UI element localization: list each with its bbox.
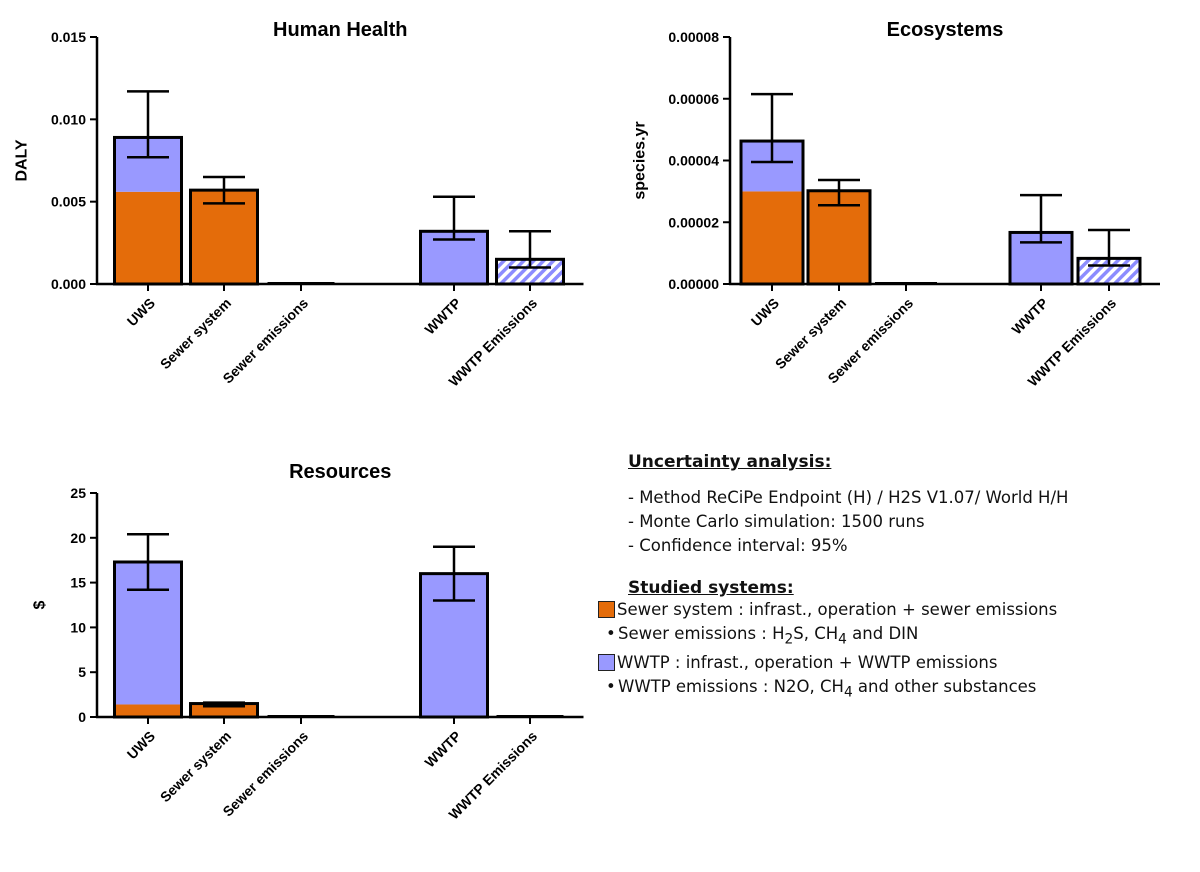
chart-title: Human Health [273,19,407,41]
y-tick-label: 25 [70,485,86,501]
sewer-emissions-mid: S, CH [793,624,839,643]
y-tick-label: 5 [78,664,86,680]
uncertainty-runs: - Monte Carlo simulation: 1500 runs [628,512,925,531]
legend-sewer-emissions: • Sewer emissions : H2S, CH4 and DIN [606,622,1188,651]
y-tick-label: 15 [70,575,86,591]
y-tick-label: 0.00000 [668,276,719,292]
sewer-emissions-sub2: 4 [838,631,847,648]
x-tick-label-sewer-system: Sewer system [157,295,234,372]
uncertainty-method: - Method ReCiPe Endpoint (H) / H2S V1.07… [628,488,1069,507]
y-tick-label: 0 [78,709,86,725]
legend-sewer-system-label: Sewer system : infrast., operation + sew… [617,600,1058,619]
wwtp-emissions-pre: WWTP emissions : N2O, CH [618,677,844,697]
x-tick-label-uws: UWS [124,295,158,329]
chart-title: Resources [289,461,391,483]
legend-sewer-system: Sewer system : infrast., operation + sew… [598,598,1188,622]
wwtp-swatch [598,654,615,672]
sewer-emissions-pre: Sewer emissions : H [618,624,785,643]
sewer-emissions-sub1: 2 [784,631,794,648]
y-tick-label: 20 [70,530,86,546]
y-axis-title: DALY [14,139,31,181]
bullet-icon: • [606,677,616,697]
chart-title: Ecosystems [887,19,1004,41]
sewer-emissions-post: and DIN [846,624,919,643]
wwtp-emissions-sub1: 4 [843,684,853,701]
y-tick-label: 0.000 [51,276,86,292]
legend-wwtp-label: WWTP : infrast., operation + WWTP emissi… [617,653,998,673]
x-tick-label-wwtp: WWTP [421,728,464,771]
y-axis-title: $ [32,600,49,609]
x-tick-label-uws: UWS [124,728,158,762]
y-tick-label: 0.015 [51,29,86,45]
uncertainty-confidence: - Confidence interval: 95% [628,536,848,555]
x-tick-label-sewer-system: Sewer system [772,295,849,372]
bar-segment [190,190,258,284]
x-tick-label-wwtp: WWTP [421,295,464,338]
bullet-icon: • [606,624,616,643]
x-tick-label-wwtp: WWTP [1008,295,1051,338]
y-tick-label: 0.00004 [668,153,719,169]
legend-wwtp-emissions: • WWTP emissions : N2O, CH4 and other sub… [606,675,1188,704]
y-tick-label: 0.00006 [668,91,719,107]
y-tick-label: 0.005 [51,194,86,210]
y-tick-label: 0.010 [51,111,86,127]
x-tick-label-sewer-emissions: Sewer emissions [219,295,311,387]
sewer-swatch [598,601,615,618]
info-panel: Uncertainty analysis: - Method ReCiPe En… [598,452,1188,705]
uncertainty-heading: Uncertainty analysis: [628,452,832,472]
y-tick-label: 0.00008 [668,29,719,45]
x-tick-label-uws: UWS [748,295,782,329]
wwtp-emissions-post: and other substances [852,677,1037,697]
y-tick-label: 0.00002 [668,214,719,230]
bar-segment [114,191,182,284]
x-tick-label-sewer-system: Sewer system [157,728,234,805]
legend-wwtp: WWTP : infrast., operation + WWTP emissi… [598,651,1188,675]
bar-segment [114,704,182,717]
y-tick-label: 10 [70,619,86,635]
x-tick-label-sewer-emissions: Sewer emissions [219,728,311,820]
bar-segment [741,191,803,284]
y-axis-title: species.yr [632,121,649,199]
studied-heading: Studied systems: [628,578,794,598]
